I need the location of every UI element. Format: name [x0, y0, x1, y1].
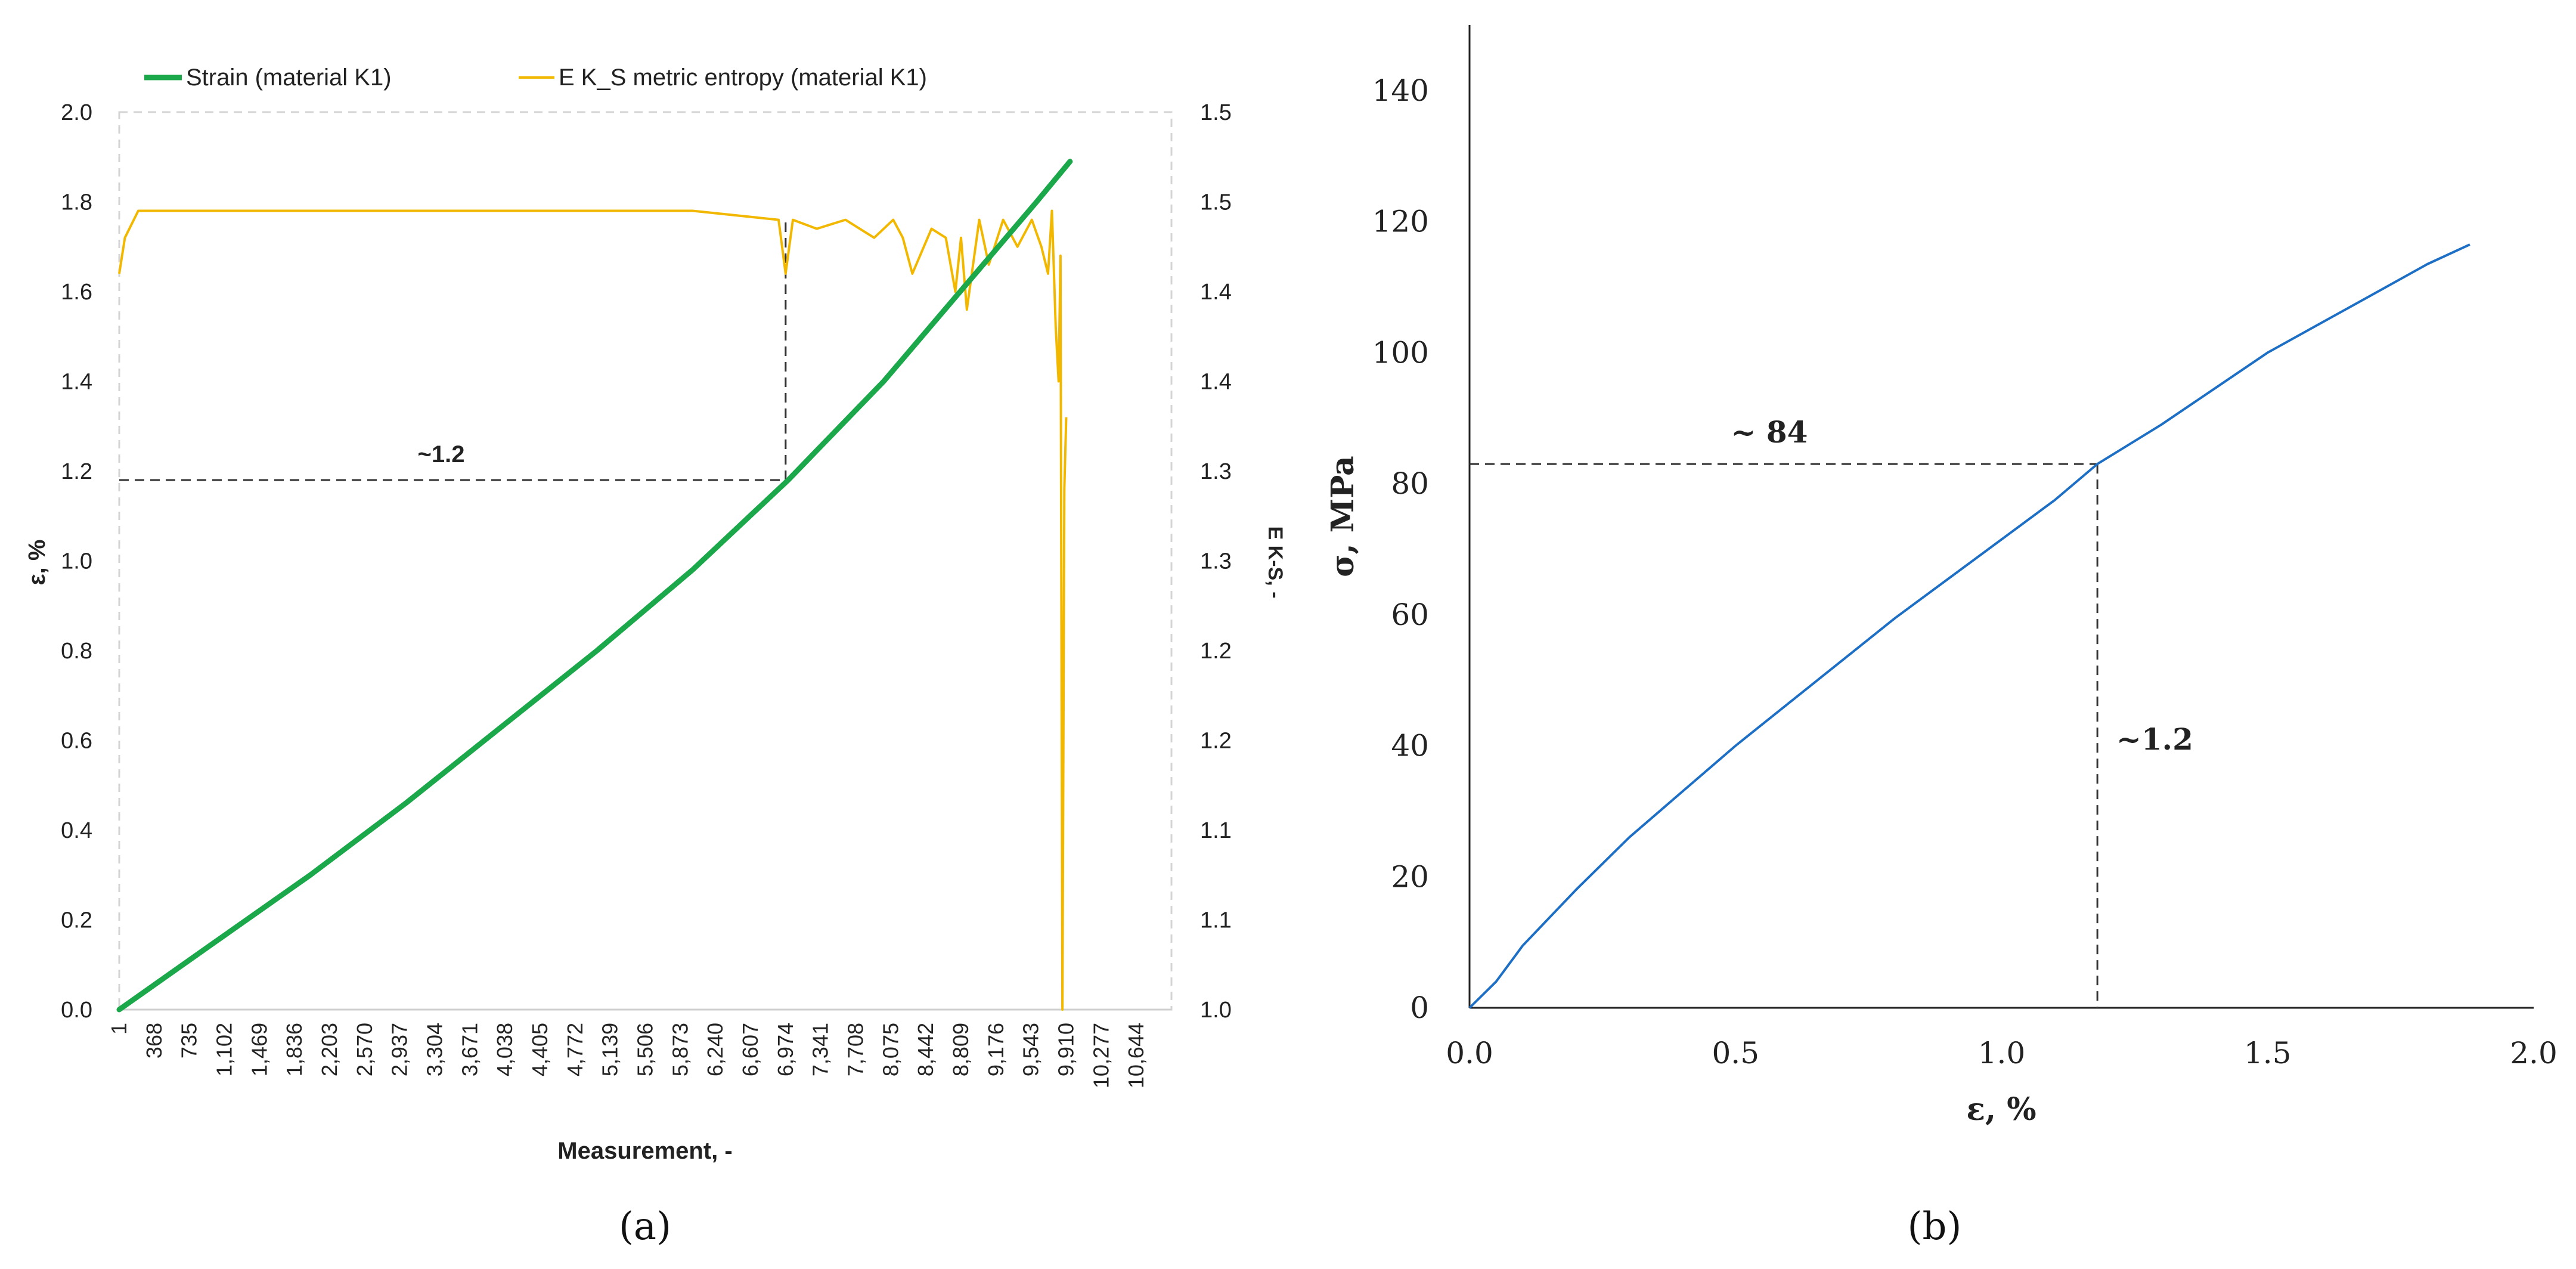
chart-b-x-tick-label: 0.0: [1446, 1036, 1493, 1070]
chart-a-x-tick-label: 2,937: [388, 1023, 412, 1076]
chart-a-x-tick-label: 3,304: [423, 1023, 447, 1076]
chart-a-y-axis-title: ε, %: [24, 540, 50, 586]
chart-a-y-tick-label: 1.8: [61, 190, 92, 215]
chart-a-x-tick-label: 7,708: [844, 1023, 868, 1076]
chart-a-x-tick-label: 9,910: [1054, 1023, 1078, 1076]
chart-a-caption: (a): [619, 1205, 671, 1249]
chart-b-x-axis-title: ε, %: [1966, 1091, 2036, 1128]
chart-a-x-axis-ticks: 1 368 735 1,102 1,469 1,836 2,203 2,570 2,937 3,3…: [107, 1023, 1148, 1088]
series-line-entropy: [118, 209, 1068, 1011]
chart-a-y-tick-label: 0.2: [61, 908, 92, 933]
chart-a-x-tick-label: 6,607: [738, 1023, 762, 1076]
chart-b-y-tick-label: 100: [1372, 335, 1429, 370]
chart-b-series: [1468, 243, 2470, 1009]
chart-a-legend: Strain (material K1) E K_S metric entrop…: [144, 64, 927, 91]
chart-a-annotation-strain: ~1.2: [418, 441, 465, 468]
chart-b-y-tick-label: 20: [1391, 859, 1429, 894]
chart-a-guide-lines: [119, 219, 787, 481]
chart-a-x-tick-label: 1,836: [282, 1023, 306, 1076]
chart-a-x-tick-label: 4,038: [492, 1023, 517, 1076]
chart-a-x-tick-label: 5,506: [633, 1023, 658, 1076]
chart-b-guide-lines: [1470, 463, 2098, 1008]
chart-b-y-tick-label: 120: [1372, 205, 1429, 239]
chart-a-y2-tick-label: 1.5: [1200, 100, 1232, 125]
chart-a-left-axis-ticks: 0.0 0.2 0.4 0.6 0.8 1.0 1.2 1.4 1.6 1.8 2.0: [61, 100, 92, 1023]
chart-a-x-axis-title: Measurement, -: [557, 1138, 732, 1164]
chart-b-y-tick-label: 80: [1391, 466, 1429, 501]
chart-a-y2-tick-label: 1.2: [1200, 729, 1232, 754]
chart-a-x-tick-label: 8,075: [878, 1023, 903, 1076]
chart-b-y-axis-ticks: 0 20 40 60 80 100 120 140: [1372, 73, 1429, 1025]
chart-b-y-tick-label: 60: [1391, 598, 1429, 632]
chart-a-y-tick-label: 1.4: [61, 370, 92, 395]
chart-b-y-tick-label: 0: [1410, 991, 1429, 1025]
chart-a-x-tick-label: 3,671: [457, 1023, 482, 1076]
chart-b-y-axis-title: σ, MPa: [1325, 456, 1361, 577]
chart-a-x-tick-label: 735: [177, 1023, 202, 1058]
chart-b-annotation-strain: ~1.2: [2116, 722, 2193, 757]
chart-a-y2-axis-title: E K-S, -: [1264, 527, 1287, 599]
chart-b-annotation-stress: ~ 84: [1731, 414, 1808, 450]
chart-a-x-tick-label: 5,873: [668, 1023, 692, 1076]
chart-a-x-tick-label: 5,139: [598, 1023, 622, 1076]
chart-a-y-tick-label: 2.0: [61, 100, 92, 125]
chart-a-y-tick-label: 0.4: [61, 818, 92, 843]
chart-a-y2-tick-label: 1.2: [1200, 639, 1232, 664]
chart-a-y-tick-label: 0.6: [61, 729, 92, 754]
legend-label-strain: Strain (material K1): [186, 64, 392, 91]
chart-a-x-tick-label: 7,341: [808, 1023, 833, 1076]
chart-a-x-tick-label: 9,176: [984, 1023, 1008, 1076]
chart-a-x-tick-label: 8,442: [913, 1023, 938, 1076]
chart-b-x-tick-label: 1.5: [2244, 1036, 2292, 1070]
chart-a-right-axis-ticks: 1.0 1.1 1.1 1.2 1.2 1.3 1.3 1.4 1.4 1.5 1.5: [1200, 100, 1232, 1023]
chart-a-x-tick-label: 8,809: [948, 1023, 973, 1076]
chart-a-y2-tick-label: 1.3: [1200, 459, 1232, 484]
chart-a-x-tick-label: 2,203: [317, 1023, 342, 1076]
chart-b-x-tick-label: 1.0: [1978, 1036, 2026, 1070]
chart-a-x-tick-label: 2,570: [352, 1023, 377, 1076]
chart-a-x-tick-label: 368: [142, 1023, 166, 1058]
chart-b-caption: (b): [1908, 1205, 1962, 1249]
chart-a-y-tick-label: 1.2: [61, 459, 92, 484]
legend-label-entropy: E K_S metric entropy (material K1): [559, 64, 927, 91]
chart-a-y-tick-label: 1.6: [61, 280, 92, 305]
chart-a-x-tick-label: 1: [107, 1023, 131, 1035]
chart-a-x-tick-label: 10,644: [1124, 1023, 1148, 1088]
chart-a-y2-tick-label: 1.1: [1200, 818, 1232, 843]
chart-a-x-tick-label: 4,772: [563, 1023, 587, 1076]
chart-a-x-tick-label: 1,102: [212, 1023, 237, 1076]
chart-a-x-tick-label: 4,405: [528, 1023, 552, 1076]
chart-a-y2-tick-label: 1.5: [1200, 190, 1232, 215]
chart-a-y2-tick-label: 1.3: [1200, 549, 1232, 574]
chart-a-y-tick-label: 0.0: [61, 998, 92, 1023]
chart-a-x-tick-label: 1,469: [247, 1023, 271, 1076]
series-line-strain: [116, 159, 1073, 1013]
chart-a-y2-tick-label: 1.0: [1200, 998, 1232, 1023]
chart-a-x-tick-label: 10,277: [1089, 1023, 1113, 1088]
chart-b-x-tick-label: 2.0: [2510, 1036, 2558, 1070]
series-line-stress: [1468, 243, 2470, 1009]
chart-a-x-tick-label: 9,543: [1019, 1023, 1043, 1076]
chart-a-x-tick-label: 6,240: [703, 1023, 727, 1076]
chart-b-x-axis-ticks: 0.0 0.5 1.0 1.5 2.0: [1446, 1036, 2558, 1070]
chart-a-y-tick-label: 1.0: [61, 549, 92, 574]
chart-b-y-tick-label: 40: [1391, 729, 1429, 763]
chart-b-x-tick-label: 0.5: [1712, 1036, 1759, 1070]
chart-a-y2-tick-label: 1.1: [1200, 908, 1232, 933]
chart-a-y2-tick-label: 1.4: [1200, 370, 1232, 395]
chart-a-series: [116, 159, 1073, 1013]
chart-a-x-tick-label: 6,974: [773, 1023, 798, 1076]
chart-b-y-tick-label: 140: [1372, 73, 1429, 108]
chart-a-y-tick-label: 0.8: [61, 639, 92, 664]
chart-a-y2-tick-label: 1.4: [1200, 280, 1232, 305]
chart-a: Strain (material K1) E K_S metric entrop…: [24, 64, 1287, 1249]
